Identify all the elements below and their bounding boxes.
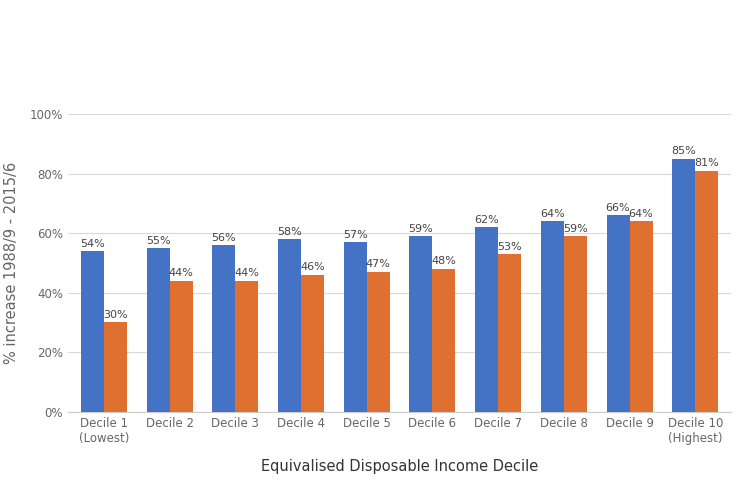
Bar: [695, 171, 719, 412]
Text: 64%: 64%: [629, 209, 654, 219]
Text: 81%: 81%: [694, 158, 719, 168]
Text: 55%: 55%: [146, 236, 170, 246]
Text: 56%: 56%: [212, 233, 236, 243]
Text: 44%: 44%: [234, 268, 259, 278]
Bar: [409, 236, 433, 412]
Bar: [433, 269, 455, 412]
Bar: [541, 221, 564, 412]
Bar: [213, 245, 235, 412]
Text: 30%: 30%: [103, 310, 127, 320]
Bar: [564, 236, 587, 412]
Bar: [235, 281, 259, 412]
Text: 57%: 57%: [343, 230, 368, 240]
Bar: [104, 322, 127, 412]
Bar: [344, 242, 366, 412]
Bar: [498, 254, 521, 412]
Text: 48%: 48%: [431, 256, 456, 266]
Text: 59%: 59%: [563, 224, 587, 234]
Bar: [170, 281, 193, 412]
Text: 53%: 53%: [498, 242, 522, 251]
Bar: [475, 227, 498, 412]
Bar: [81, 251, 104, 412]
Text: 66%: 66%: [605, 203, 630, 213]
Text: 64%: 64%: [540, 209, 565, 219]
X-axis label: Equivalised Disposable Income Decile: Equivalised Disposable Income Decile: [261, 459, 538, 474]
Bar: [606, 215, 630, 412]
Bar: [278, 239, 301, 412]
Bar: [301, 275, 324, 412]
Text: 58%: 58%: [277, 227, 302, 237]
Text: 46%: 46%: [300, 262, 325, 272]
Bar: [673, 159, 695, 412]
Text: 47%: 47%: [366, 259, 391, 269]
Bar: [630, 221, 652, 412]
Text: 62%: 62%: [474, 215, 499, 225]
Text: 59%: 59%: [409, 224, 434, 234]
Y-axis label: % increase 1988/9 - 2015/6: % increase 1988/9 - 2015/6: [4, 162, 19, 364]
Bar: [147, 248, 170, 412]
Text: 44%: 44%: [169, 268, 194, 278]
Bar: [366, 272, 390, 412]
Text: 85%: 85%: [671, 146, 696, 156]
Text: 54%: 54%: [80, 239, 105, 248]
